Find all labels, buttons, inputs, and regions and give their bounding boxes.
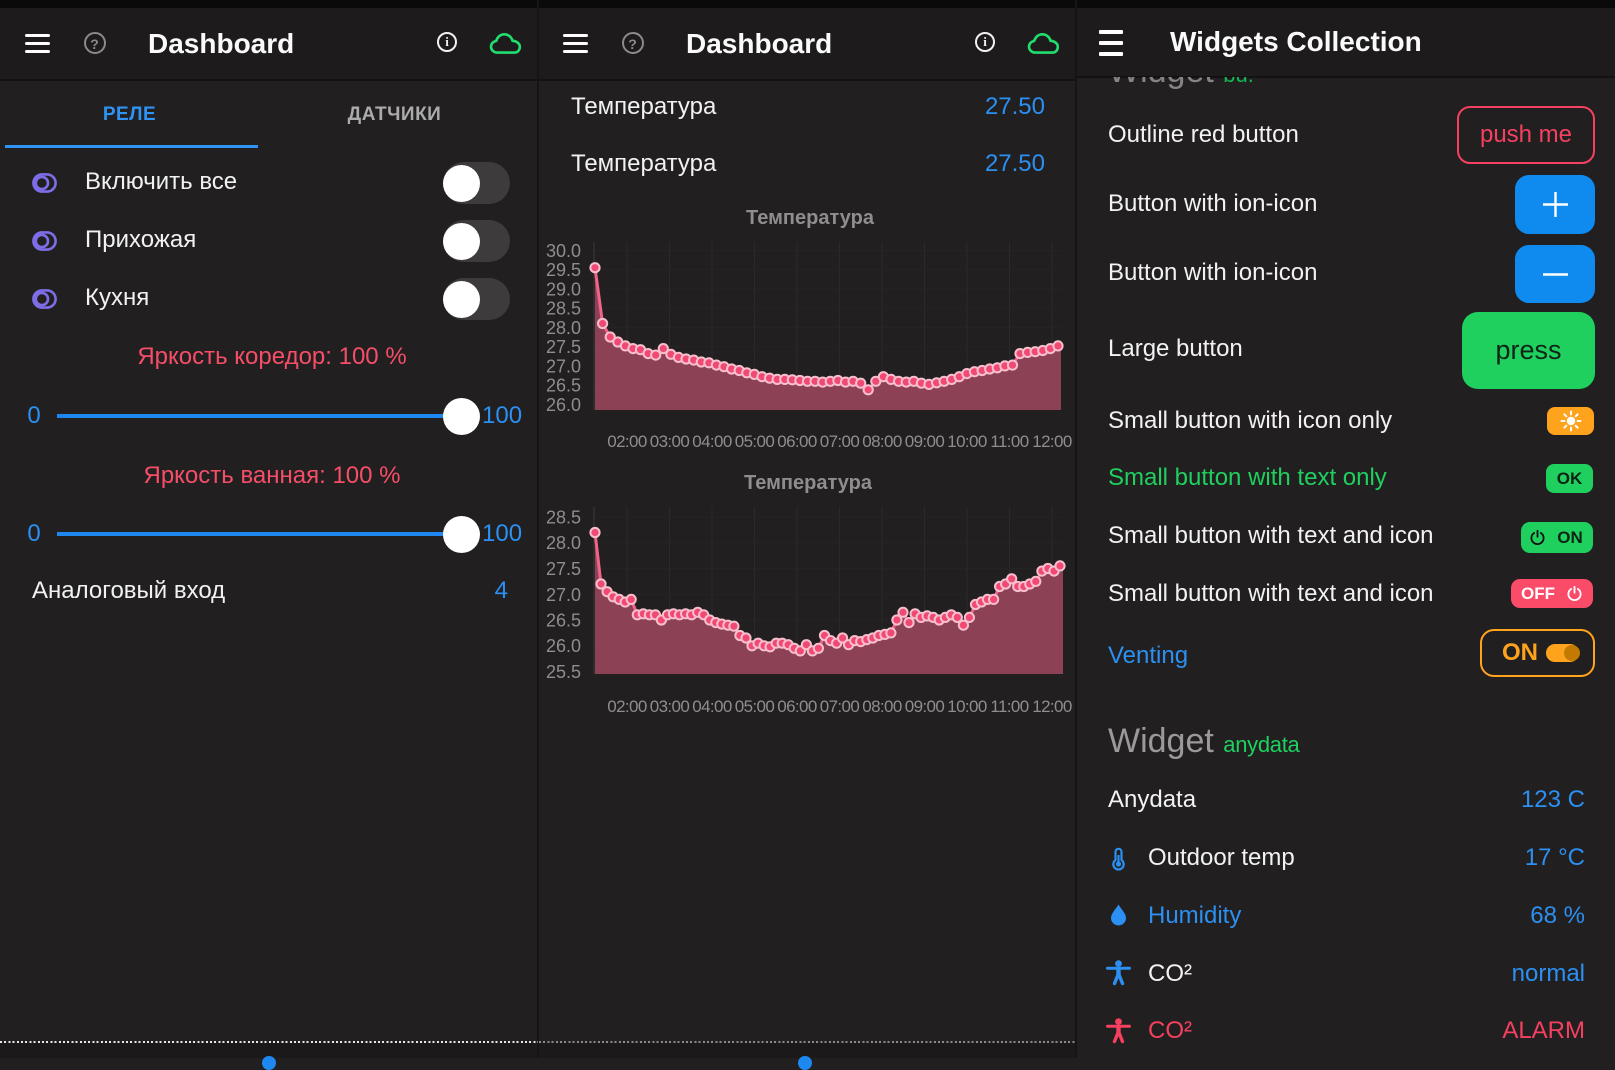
svg-text:08:00: 08:00 bbox=[862, 432, 902, 451]
svg-text:04:00: 04:00 bbox=[692, 432, 732, 451]
svg-text:07:00: 07:00 bbox=[820, 697, 860, 716]
svg-text:02:00: 02:00 bbox=[607, 432, 647, 451]
svg-text:26.0: 26.0 bbox=[546, 636, 581, 656]
svg-text:09:00: 09:00 bbox=[905, 432, 945, 451]
svg-text:03:00: 03:00 bbox=[650, 697, 690, 716]
svg-text:12:00: 12:00 bbox=[1032, 432, 1072, 451]
svg-text:11:00: 11:00 bbox=[990, 432, 1028, 451]
svg-text:27.0: 27.0 bbox=[546, 356, 581, 376]
svg-text:28.5: 28.5 bbox=[546, 508, 581, 528]
svg-text:26.5: 26.5 bbox=[546, 376, 581, 396]
svg-text:28.0: 28.0 bbox=[546, 318, 581, 338]
svg-text:27.5: 27.5 bbox=[546, 559, 581, 579]
svg-text:06:00: 06:00 bbox=[777, 697, 817, 716]
svg-text:29.0: 29.0 bbox=[546, 280, 581, 300]
svg-text:05:00: 05:00 bbox=[735, 432, 775, 451]
svg-text:27.5: 27.5 bbox=[546, 337, 581, 357]
svg-text:08:00: 08:00 bbox=[862, 697, 902, 716]
svg-text:26.5: 26.5 bbox=[546, 611, 581, 631]
svg-text:12:00: 12:00 bbox=[1032, 697, 1072, 716]
svg-text:03:00: 03:00 bbox=[650, 432, 690, 451]
svg-text:29.5: 29.5 bbox=[546, 260, 581, 280]
svg-text:26.0: 26.0 bbox=[546, 395, 581, 415]
svg-text:Температура: Температура bbox=[746, 207, 875, 229]
svg-text:10:00: 10:00 bbox=[947, 432, 987, 451]
svg-text:27.0: 27.0 bbox=[546, 585, 581, 605]
svg-text:06:00: 06:00 bbox=[777, 432, 817, 451]
svg-text:30.0: 30.0 bbox=[546, 241, 581, 261]
svg-text:05:00: 05:00 bbox=[735, 697, 775, 716]
svg-text:07:00: 07:00 bbox=[820, 432, 860, 451]
svg-text:09:00: 09:00 bbox=[905, 697, 945, 716]
svg-text:28.0: 28.0 bbox=[546, 533, 581, 553]
svg-text:04:00: 04:00 bbox=[692, 697, 732, 716]
svg-text:Температура: Температура bbox=[744, 472, 873, 494]
svg-text:28.5: 28.5 bbox=[546, 299, 581, 319]
svg-text:25.5: 25.5 bbox=[546, 662, 581, 682]
svg-text:11:00: 11:00 bbox=[990, 697, 1028, 716]
svg-text:10:00: 10:00 bbox=[947, 697, 987, 716]
svg-text:02:00: 02:00 bbox=[607, 697, 647, 716]
